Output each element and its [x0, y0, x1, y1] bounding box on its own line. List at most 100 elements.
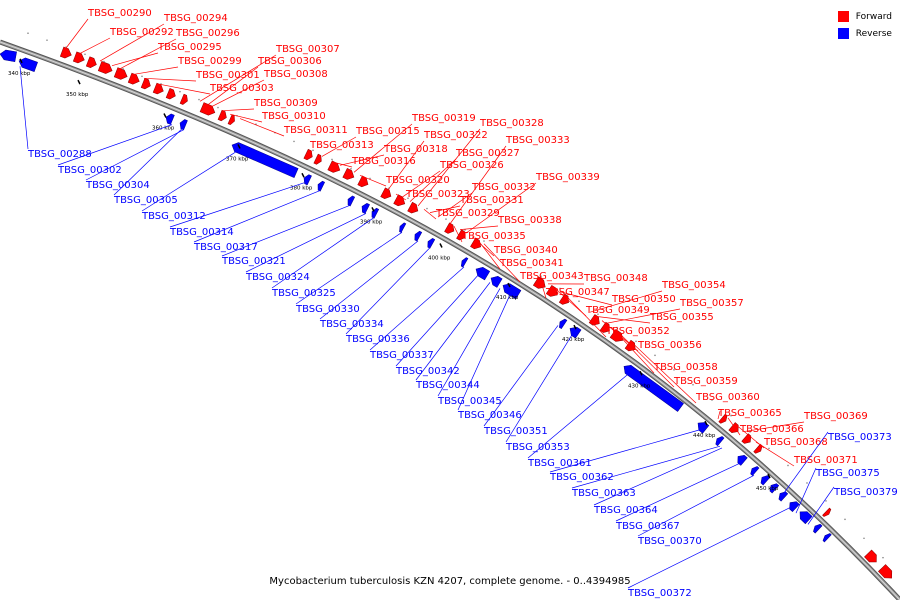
reverse-gene-arrow [475, 267, 491, 281]
forward-gene-arrow [878, 564, 893, 579]
leader-line [429, 205, 461, 213]
reverse-gene [0, 49, 17, 63]
guide-dot [673, 369, 675, 371]
guide-dot [749, 431, 751, 433]
leader-line [395, 274, 479, 367]
gene-label: TBSG_00370 [637, 536, 702, 547]
leader-line [477, 239, 501, 270]
leader-line [617, 331, 675, 388]
leader-line [527, 373, 629, 459]
gene-label: TBSG_00307 [275, 44, 340, 55]
forward-gene-arrow [85, 56, 97, 68]
reverse-gene-arrow [822, 533, 832, 543]
leader-line [141, 151, 237, 212]
reverse-gene-arrow [399, 222, 407, 233]
forward-gene-arrow [822, 507, 832, 517]
reverse-gene [460, 257, 469, 268]
reverse-gene [778, 491, 789, 502]
guide-dot [331, 158, 333, 161]
forward-gene-arrow [127, 72, 140, 85]
leader-line [57, 124, 173, 166]
leader-line [193, 190, 321, 243]
gene-label: TBSG_00314 [169, 227, 234, 238]
leader-line [559, 291, 613, 306]
legend: Forward Reverse [837, 8, 892, 42]
reverse-gene [303, 174, 312, 186]
gene-label: TBSG_00326 [439, 160, 504, 171]
gene-label: TBSG_00339 [535, 172, 600, 183]
tick-label: 350 kbp [66, 92, 89, 98]
gene-label: TBSG_00311 [283, 125, 348, 136]
forward-gene-arrow [588, 314, 600, 326]
leader-line [85, 129, 185, 181]
backbone-highlight [0, 41, 900, 600]
reverse-gene [490, 276, 503, 288]
reverse-gene-arrow [361, 202, 370, 214]
gene-label: TBSG_00375 [815, 468, 880, 479]
leader-line [211, 79, 265, 107]
legend-item-reverse: Reverse [837, 25, 892, 42]
tick-label: 410 kbp [496, 295, 519, 301]
gene-label: TBSG_00373 [827, 432, 892, 443]
forward-gene [127, 72, 140, 85]
leader-line [369, 266, 465, 351]
gene-label: TBSG_00332 [471, 182, 536, 193]
tick-mark [163, 113, 167, 118]
gene-label: TBSG_00372 [627, 588, 692, 599]
leader-line [157, 83, 211, 95]
reverse-gene-arrow [231, 142, 299, 179]
leader-line [339, 154, 385, 166]
forward-gene-arrow [342, 167, 355, 180]
leader-line [169, 182, 305, 228]
guide-dot [711, 399, 713, 401]
leader-line [779, 431, 829, 499]
guide-dot [863, 537, 865, 540]
tick-label: 380 kbp [290, 185, 313, 191]
forward-gene-arrow [864, 549, 877, 563]
leader-line [221, 108, 255, 112]
guide-dot [426, 207, 428, 210]
gene-label: TBSG_00354 [661, 280, 726, 291]
forward-gene [741, 433, 752, 444]
reverse-gene [414, 230, 423, 242]
tick-label: 390 kbp [360, 219, 383, 225]
gene-label: TBSG_00364 [593, 505, 658, 516]
gene-label: TBSG_00319 [411, 113, 476, 124]
leader-line [271, 217, 375, 289]
gene-label: TBSG_00288 [27, 149, 92, 160]
gene-label: TBSG_00294 [163, 13, 228, 24]
reverse-gene-arrow [317, 180, 326, 192]
gene-label: TBSG_00357 [679, 298, 744, 309]
gene-label: TBSG_00345 [437, 396, 502, 407]
reverse-gene [789, 501, 800, 513]
forward-gene [97, 61, 113, 74]
reverse-gene [799, 511, 813, 525]
guide-dot [844, 518, 846, 521]
guide-dot [312, 149, 314, 152]
reverse-gene-arrow [502, 283, 522, 300]
leader-line [395, 193, 407, 201]
forward-gene [165, 88, 176, 100]
guide-dot [692, 383, 694, 386]
gene-label: TBSG_00324 [245, 272, 310, 283]
tick-label: 430 kbp [628, 383, 651, 389]
gene-label: TBSG_00333 [505, 135, 570, 146]
leader-line [589, 290, 663, 313]
forward-gene [342, 167, 355, 180]
gene-features [0, 46, 893, 579]
gene-label: TBSG_00368 [763, 437, 828, 448]
backbone-outline [0, 39, 900, 600]
forward-gene-arrow [59, 46, 72, 59]
leader-line [449, 145, 507, 225]
gene-label: TBSG_00309 [253, 98, 318, 109]
gene-label: TBSG_00379 [833, 487, 898, 498]
leader-line [239, 118, 285, 137]
forward-gene [380, 187, 392, 200]
gene-label: TBSG_00338 [497, 215, 562, 226]
leader-line [65, 18, 89, 49]
gene-label: TBSG_00321 [221, 256, 286, 267]
gene-label: TBSG_00348 [583, 273, 648, 284]
leader-line [465, 182, 537, 234]
gene-label: TBSG_00361 [527, 458, 592, 469]
forward-gene-arrow [407, 201, 419, 214]
